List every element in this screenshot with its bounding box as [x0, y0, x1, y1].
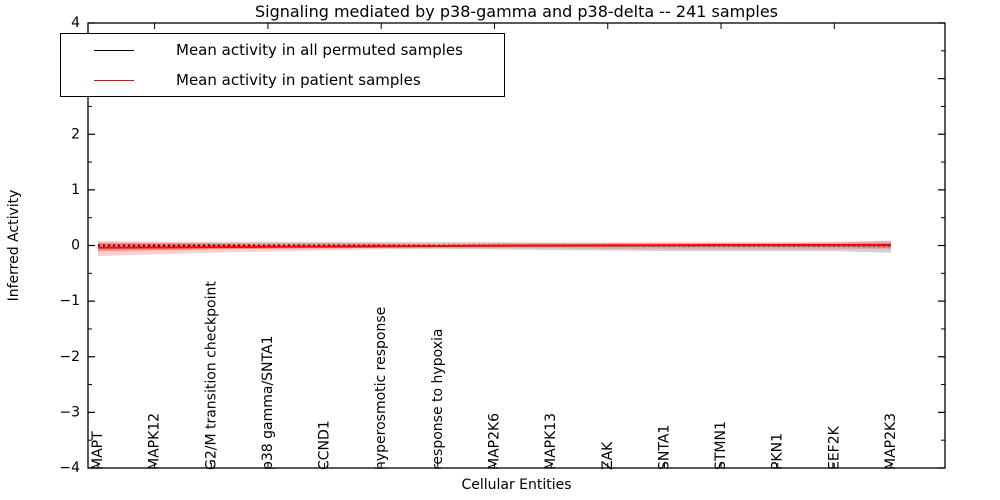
x-axis-label: Cellular Entities — [461, 477, 572, 493]
x-tick-label: MAP2K6 — [486, 413, 502, 470]
x-tick-label: CCND1 — [317, 420, 333, 470]
y-tick-label: 0 — [71, 238, 80, 254]
y-tick-label: 4 — [71, 15, 80, 31]
x-tick-label: MAPT — [90, 431, 106, 470]
x-tick-label: response to hypoxia — [430, 329, 446, 470]
x-tick-label: EEF2K — [826, 425, 842, 470]
x-tick-label: ZAK — [600, 441, 616, 470]
y-tick-label: −4 — [59, 460, 80, 476]
x-tick-label: MAPK13 — [543, 413, 559, 470]
x-tick-label: hyperosmotic response — [373, 307, 389, 470]
legend-label-patient: Mean activity in patient samples — [176, 71, 421, 89]
legend-entry-permuted: Mean activity in all permuted samples — [61, 36, 504, 64]
y-tick-label: −3 — [59, 404, 80, 420]
x-tick-label: MAPK12 — [147, 413, 163, 470]
y-tick-label: 2 — [71, 126, 80, 142]
y-tick-label: 1 — [71, 182, 80, 198]
y-tick-label: −1 — [59, 293, 80, 309]
x-tick-label: G2/M transition checkpoint — [203, 281, 219, 470]
x-tick-label: STMN1 — [713, 421, 729, 470]
line-patient-mean — [97, 244, 891, 249]
x-tick-label: p38 gamma/SNTA1 — [260, 336, 276, 471]
x-tick-label: MAP2K3 — [883, 413, 899, 470]
permuted-line-swatch-icon — [94, 49, 134, 51]
legend-label-permuted: Mean activity in all permuted samples — [176, 41, 463, 59]
y-axis-label: Inferred Activity — [6, 190, 22, 302]
legend-entry-patient: Mean activity in patient samples — [61, 66, 504, 94]
chart-title: Signaling mediated by p38-gamma and p38-… — [254, 2, 779, 21]
legend: Mean activity in all permuted samples Me… — [60, 33, 505, 97]
x-tick-label: PKN1 — [770, 433, 786, 470]
y-tick-label: −2 — [59, 349, 80, 365]
patient-line-swatch-icon — [94, 79, 134, 81]
x-tick-label: SNTA1 — [656, 425, 672, 470]
